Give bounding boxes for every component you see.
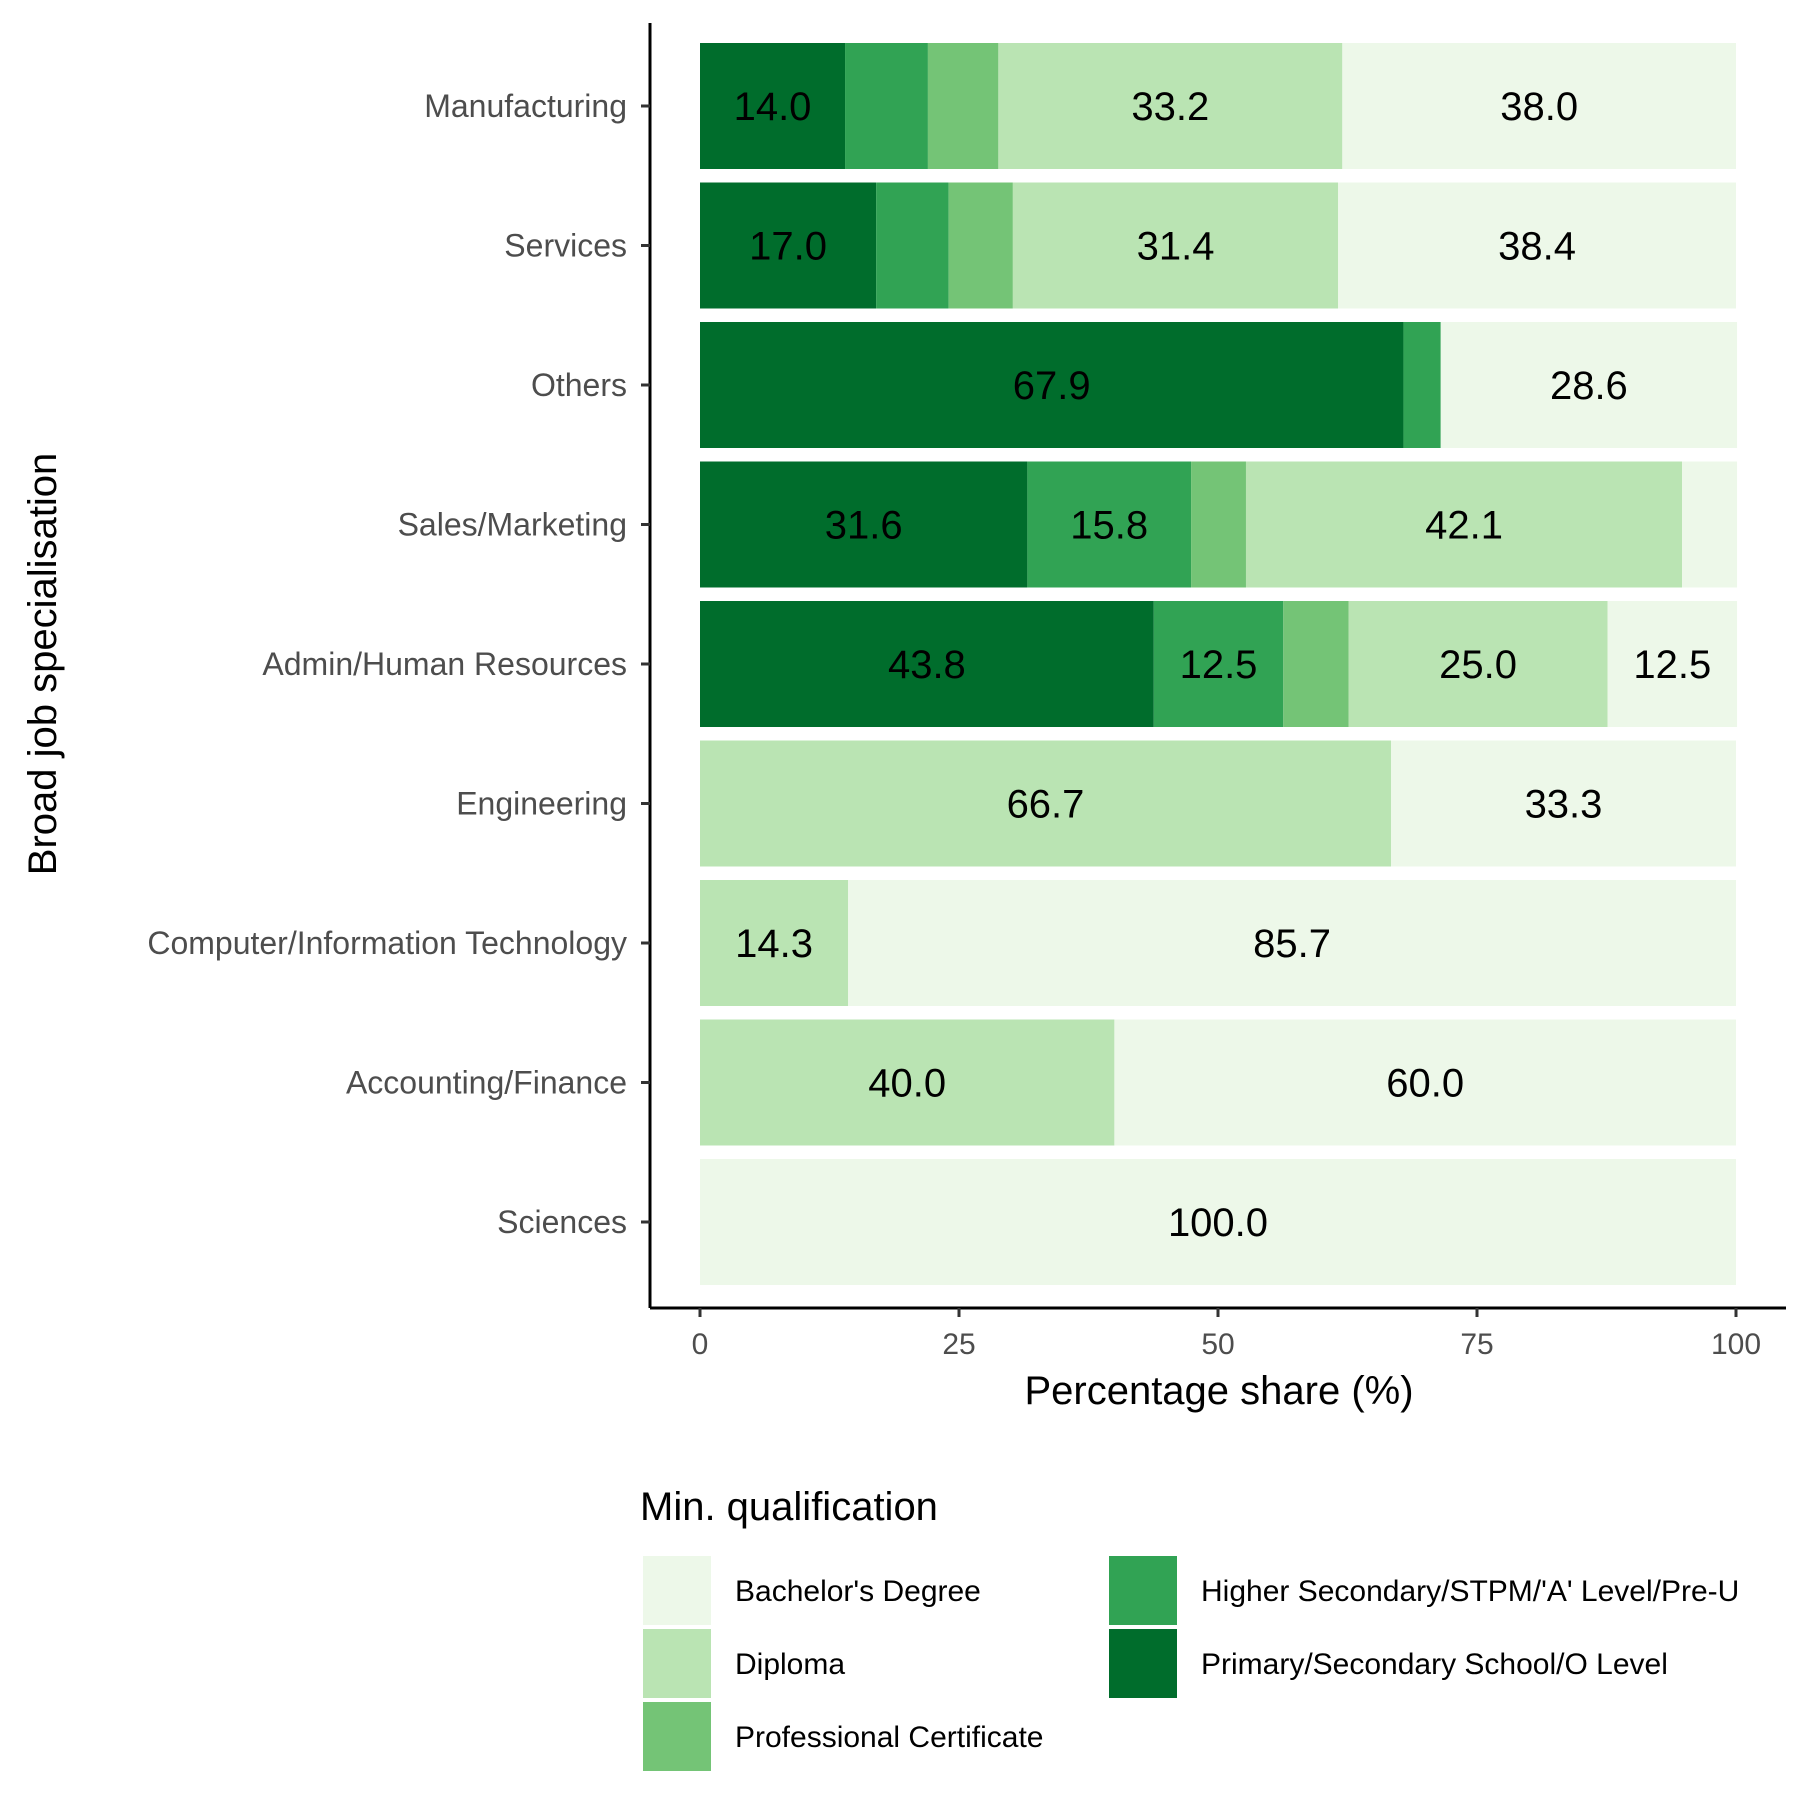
- legend-swatch: [643, 1556, 711, 1625]
- bar-segment: [1191, 461, 1246, 588]
- bar-value-label: 66.7: [1007, 783, 1085, 827]
- bar-value-label: 38.0: [1500, 85, 1578, 129]
- y-tick-label: Sciences: [497, 1204, 627, 1240]
- bar-value-label: 14.3: [735, 922, 813, 966]
- bar-segment: [1245, 461, 1683, 588]
- x-axis-title: Percentage share (%): [1024, 1369, 1413, 1413]
- bars-layer: [700, 43, 1738, 1285]
- bar-value-label: 42.1: [1425, 504, 1503, 548]
- bar-segment: [1403, 322, 1441, 448]
- bar-segment: [1682, 461, 1738, 588]
- bar-value-label: 67.9: [1013, 364, 1091, 408]
- bar-segment: [1283, 601, 1349, 727]
- bar-segment: [700, 880, 849, 1006]
- legend-swatch: [643, 1702, 711, 1771]
- bar-segment: [1607, 601, 1738, 727]
- bar-segment: [845, 43, 928, 169]
- bar-value-label: 25.0: [1439, 643, 1517, 687]
- bar-value-label: 100.0: [1168, 1201, 1268, 1245]
- bar-segment: [1027, 461, 1192, 588]
- bar-segment: [700, 43, 846, 169]
- bar-segment: [1012, 182, 1339, 309]
- bar-value-label: 12.5: [1180, 643, 1258, 687]
- bar-value-label: 31.4: [1137, 225, 1215, 269]
- bar-value-label: 60.0: [1386, 1062, 1464, 1106]
- y-tick-label: Others: [531, 367, 627, 403]
- bar-segment: [1348, 601, 1608, 727]
- bar-value-label: 15.8: [1070, 504, 1148, 548]
- y-axis-title: Broad job specialisation: [21, 453, 65, 875]
- bar-segment: [700, 1159, 1736, 1285]
- legend-label: Diploma: [735, 1648, 845, 1681]
- bar-value-label: 14.0: [734, 85, 812, 129]
- bar-segment: [948, 182, 1013, 309]
- bar-value-label: 33.2: [1131, 85, 1209, 129]
- y-tick-label: Engineering: [456, 786, 627, 822]
- bar-value-label: 33.3: [1525, 783, 1603, 827]
- legend-swatch: [643, 1629, 711, 1698]
- bar-value-label: 40.0: [868, 1062, 946, 1106]
- bar-value-label: 85.7: [1253, 922, 1331, 966]
- y-tick-label: Manufacturing: [424, 88, 627, 124]
- x-tick-label: 50: [1201, 1328, 1234, 1361]
- legend-swatch: [1109, 1556, 1177, 1625]
- bar-segment: [1338, 182, 1736, 309]
- bar-segment: [700, 182, 877, 309]
- y-tick-label: Admin/Human Resources: [262, 646, 627, 682]
- bar-segment: [1440, 322, 1738, 448]
- y-tick-label: Computer/Information Technology: [147, 925, 627, 961]
- y-ticks-layer: Manufacturing Services Others Sales/Marketi…: [147, 88, 650, 1240]
- bar-segment: [998, 43, 1343, 169]
- legend-label: Higher Secondary/STPM/'A' Level/Pre-U: [1201, 1575, 1739, 1608]
- bar-segment: [1391, 740, 1736, 867]
- y-tick-label: Accounting/Finance: [346, 1065, 627, 1101]
- legend-title: Min. qualification: [640, 1485, 938, 1529]
- legend-swatch: [1109, 1629, 1177, 1698]
- bar-segment: [700, 1019, 1115, 1146]
- bar-value-label: 43.8: [888, 643, 966, 687]
- bar-value-label: 38.4: [1498, 225, 1576, 269]
- bar-segment: [1114, 1019, 1736, 1146]
- bar-value-label: 12.5: [1633, 643, 1711, 687]
- x-tick-label: 25: [942, 1328, 975, 1361]
- y-tick-label: Services: [504, 228, 627, 264]
- x-tick-label: 100: [1711, 1328, 1761, 1361]
- bar-labels-layer: 14.0 33.2 38.0 17.0 31.4 38.4 67.9 28.6 31.6 15.8…: [734, 85, 1712, 1245]
- bar-segment: [700, 601, 1154, 727]
- bar-segment: [1342, 43, 1736, 169]
- legend-label: Bachelor's Degree: [735, 1575, 981, 1608]
- bar-segment: [700, 461, 1028, 588]
- x-tick-label: 75: [1460, 1328, 1493, 1361]
- y-tick-label: Sales/Marketing: [398, 507, 627, 543]
- bar-segment: [700, 322, 1404, 448]
- legend-label: Professional Certificate: [735, 1721, 1043, 1754]
- x-ticks-layer: 0 25 50 75 100: [692, 1308, 1761, 1361]
- bar-value-label: 28.6: [1550, 364, 1628, 408]
- bar-segment: [1153, 601, 1284, 727]
- x-tick-label: 0: [692, 1328, 709, 1361]
- bar-segment: [876, 182, 949, 309]
- bar-value-label: 17.0: [749, 225, 827, 269]
- legend: Min. qualification Bachelor's Degree Dipl…: [640, 1485, 1739, 1771]
- legend-label: Primary/Secondary School/O Level: [1201, 1648, 1668, 1681]
- bar-segment: [848, 880, 1736, 1006]
- bar-segment: [927, 43, 999, 169]
- bar-value-label: 31.6: [825, 504, 903, 548]
- bar-segment: [700, 740, 1392, 867]
